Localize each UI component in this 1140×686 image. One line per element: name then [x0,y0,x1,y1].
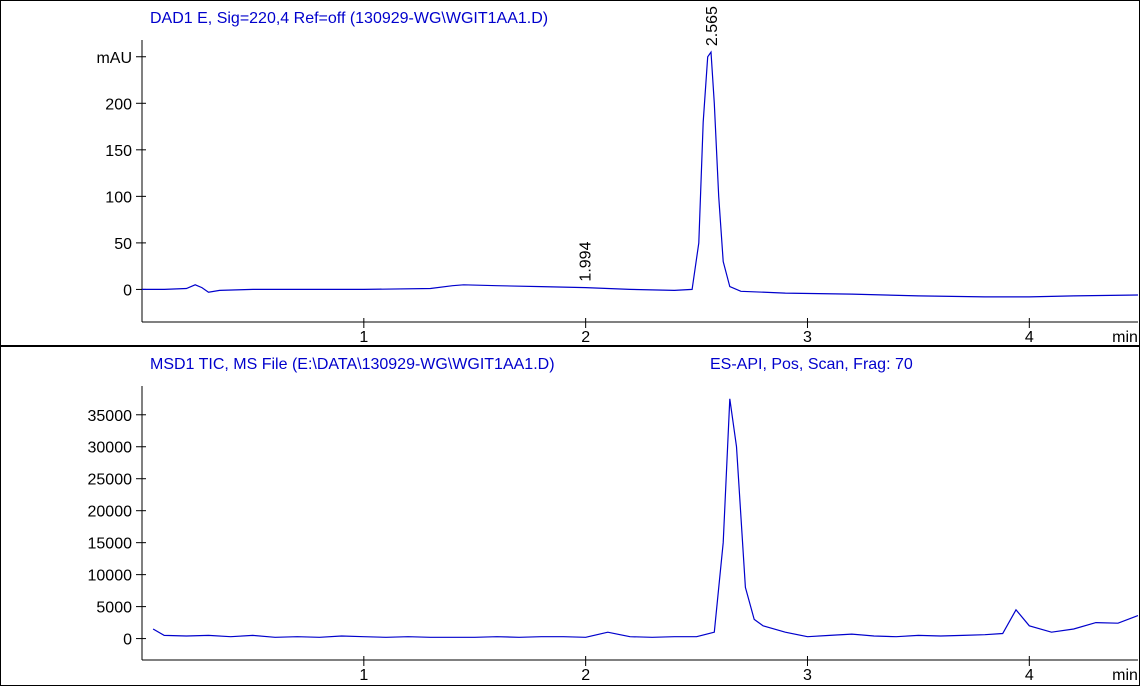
y-tick-label: 0 [123,282,132,299]
peak-label: 2.565 [704,6,721,46]
y-tick-label: 15000 [88,536,133,553]
chart-title: MSD1 TIC, MS File (E:\DATA\130929-WG\WGI… [150,356,555,373]
x-tick-label: 2 [581,329,590,346]
y-tick-label: 100 [105,189,132,206]
peak-label: 1.994 [577,241,594,281]
y-tick-label: 0 [123,632,132,649]
y-tick-label: 50 [114,236,132,253]
y-tick-label: 30000 [88,440,133,457]
x-axis-label: min [1112,667,1138,684]
y-tick-label: 150 [105,143,132,160]
x-tick-label: 2 [581,667,590,684]
y-tick-label: 25000 [88,472,133,489]
x-axis-label: min [1112,329,1138,346]
y-tick-label: 35000 [88,408,133,425]
x-tick-label: 3 [803,667,812,684]
x-tick-label: 4 [1025,667,1034,684]
y-tick-label: 20000 [88,504,133,521]
y-tick-label: 200 [105,96,132,113]
signal-trace [142,50,1139,298]
y-tick-label: 5000 [96,600,132,617]
y-tick-label: mAU [96,50,132,67]
x-tick-label: 1 [359,667,368,684]
chart-title: DAD1 E, Sig=220,4 Ref=off (130929-WG\WGI… [150,10,548,27]
chart-subtitle: ES-API, Pos, Scan, Frag: 70 [710,356,913,373]
x-tick-label: 4 [1025,329,1034,346]
x-tick-label: 1 [359,329,368,346]
panel-frame [0,0,1140,346]
x-tick-label: 3 [803,329,812,346]
signal-trace [152,398,1139,638]
y-tick-label: 10000 [88,568,133,585]
